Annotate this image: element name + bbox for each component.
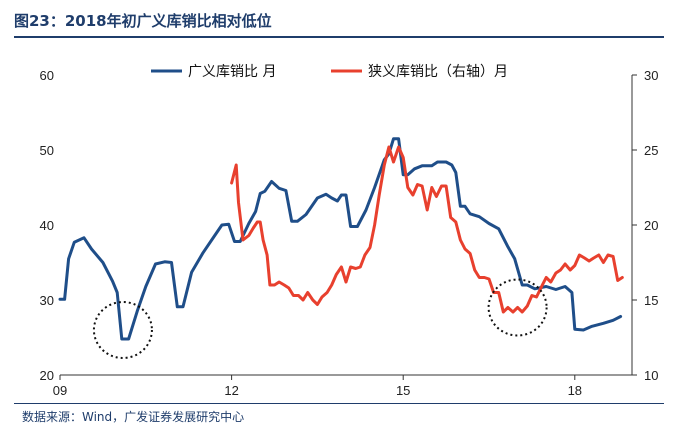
right-tick-label: 10 [644, 368, 658, 383]
x-tick-label: 18 [568, 383, 582, 398]
chart-title: 图23：2018年初广义库销比相对低位 [14, 12, 272, 30]
left-tick-label: 60 [40, 68, 54, 83]
series-line-narrow [230, 145, 624, 314]
right-tick-label: 20 [644, 218, 658, 233]
left-tick-label: 40 [40, 218, 54, 233]
source-note: 数据来源：Wind，广发证券发展研究中心 [22, 410, 245, 424]
annotation-circles [92, 278, 548, 359]
x-tick-label: 09 [53, 383, 67, 398]
chart-axes [60, 75, 633, 376]
legend-label-broad: 广义库销比 月 [188, 64, 276, 80]
left-axis-ticks: 20 30 40 50 60 [40, 68, 54, 383]
right-axis-ticks: 10 15 20 25 30 [632, 68, 658, 383]
right-tick-label: 30 [644, 68, 658, 83]
series-line-broad [58, 137, 623, 341]
right-tick-label: 15 [644, 293, 658, 308]
title-divider [14, 36, 664, 38]
left-tick-label: 30 [40, 293, 54, 308]
x-tick-label: 15 [396, 383, 410, 398]
footer-divider [14, 403, 664, 404]
chart-legend: 广义库销比 月 狭义库销比（右轴）月 [151, 64, 508, 80]
x-tick-label: 12 [224, 383, 238, 398]
x-axis-ticks: 09 12 15 18 [53, 375, 582, 398]
annotation-circle-broad-low [92, 301, 153, 359]
series-lines [58, 137, 624, 341]
right-tick-label: 25 [644, 143, 658, 158]
annotation-circle-narrow-low [487, 278, 548, 337]
left-tick-label: 50 [40, 143, 54, 158]
left-tick-label: 20 [40, 368, 54, 383]
legend-label-narrow: 狭义库销比（右轴）月 [368, 64, 508, 80]
